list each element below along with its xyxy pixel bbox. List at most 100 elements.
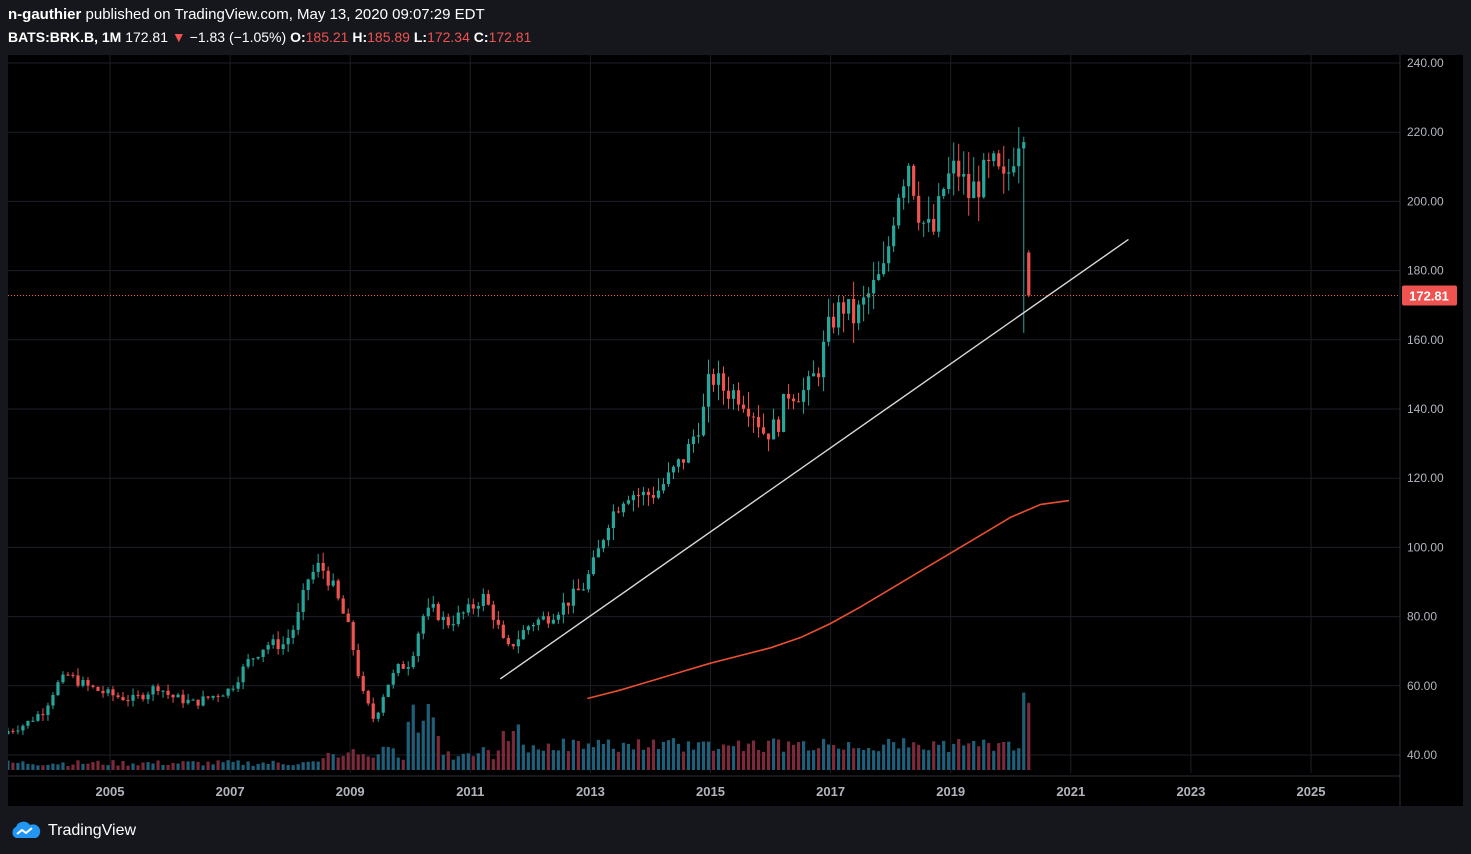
candle-body (551, 619, 555, 624)
candle-body (992, 153, 996, 162)
volume-bar (651, 739, 656, 770)
candle-body (686, 443, 691, 463)
volume-bar (326, 752, 330, 770)
footer-brand: TradingView (8, 818, 136, 844)
volume-bar (401, 759, 405, 770)
candle-body (296, 612, 300, 630)
candle-body (386, 684, 390, 697)
volume-bar (691, 749, 696, 770)
volume-bar (596, 739, 601, 770)
volume-bar (526, 752, 530, 770)
candle-body (601, 540, 606, 549)
volume-bar (406, 721, 410, 770)
candle-body (912, 165, 916, 196)
candle-body (696, 435, 701, 437)
candle-body (1022, 142, 1026, 149)
volume-bar (957, 739, 961, 770)
candle-body (481, 593, 485, 606)
chart-area[interactable]: 240.00 220.00 200.00 180.00 160.00 140.00 120.… (8, 55, 1463, 806)
candle-body (126, 700, 130, 702)
candle-body (586, 574, 590, 590)
volume-bar (867, 748, 871, 770)
candle-body (606, 528, 611, 541)
candle-body (857, 304, 861, 324)
candle-body (877, 274, 881, 280)
candle-body (571, 588, 575, 606)
volume-bar (36, 765, 40, 770)
open-value: 185.21 (305, 29, 349, 45)
volume-bar (441, 754, 445, 770)
candle-body (136, 694, 140, 696)
candle-body (706, 374, 711, 407)
volume-bar (411, 704, 415, 770)
tradingview-logo-icon (12, 821, 41, 838)
volume-bar (571, 739, 575, 770)
volume-bar (181, 761, 185, 770)
candle-body (736, 390, 741, 405)
volume-bar (271, 760, 275, 770)
volume-bar (852, 748, 856, 770)
volume-bar (421, 720, 425, 770)
volume-bar (641, 749, 646, 770)
volume-bar (656, 749, 661, 770)
volume-bar (671, 738, 676, 770)
candle-body (261, 649, 265, 658)
volume-bar (536, 749, 540, 770)
brand-name[interactable]: TradingView (48, 822, 137, 839)
volume-bar (927, 750, 931, 770)
candle-body (882, 263, 886, 275)
candle-body (251, 658, 255, 660)
candle-body (171, 694, 175, 698)
candle-body (761, 427, 766, 434)
candle-body (526, 626, 530, 631)
volume-bar (451, 759, 455, 770)
volume-bar (61, 762, 65, 770)
candle-body (821, 341, 826, 378)
volume-bar (781, 751, 786, 770)
candle-body (536, 619, 540, 625)
volume-bar (51, 763, 55, 770)
volume-bar (877, 751, 881, 770)
volume-bar (481, 747, 485, 770)
volume-bar (621, 742, 626, 770)
candle-body (456, 612, 460, 625)
candle-body (987, 159, 991, 162)
last-price-label: 172.81 (1409, 288, 1449, 303)
volume-bar (46, 764, 50, 770)
published-text: published on TradingView.com, May 13, 20… (85, 6, 485, 23)
volume-bar (231, 761, 235, 770)
author-name[interactable]: n-gauthier (8, 6, 82, 23)
candle-body (101, 690, 105, 694)
volume-bar (316, 761, 320, 770)
candle-body (8, 730, 10, 735)
y-tick-label: 200.00 (1407, 194, 1444, 208)
volume-bar (251, 765, 255, 770)
volume-bar (711, 750, 716, 770)
candle-body (516, 639, 520, 647)
volume-bar (336, 757, 340, 770)
candle-body (351, 622, 355, 650)
candle-body (997, 153, 1001, 167)
candle-body (161, 690, 165, 692)
candle-body (776, 419, 781, 432)
volume-bar (606, 739, 611, 770)
candle-body (206, 696, 210, 698)
price-chart[interactable]: 240.00 220.00 200.00 180.00 160.00 140.00 120.… (8, 55, 1463, 806)
candle-body (1027, 252, 1031, 296)
volume-bar (832, 744, 836, 770)
candle-body (286, 637, 290, 645)
candle-body (611, 511, 616, 529)
candle-body (341, 598, 345, 614)
candle-body (451, 624, 455, 626)
volume-bar (456, 756, 460, 770)
trendline[interactable] (499, 238, 1129, 680)
volume-bar (21, 761, 25, 770)
volume-bar (816, 748, 821, 770)
candle-body (917, 195, 921, 223)
candle-body (176, 694, 180, 698)
candle-body (331, 580, 335, 586)
volume-bar (962, 745, 966, 770)
volume-bar (501, 731, 505, 770)
y-tick-label: 220.00 (1407, 125, 1444, 139)
candle-body (506, 637, 510, 645)
